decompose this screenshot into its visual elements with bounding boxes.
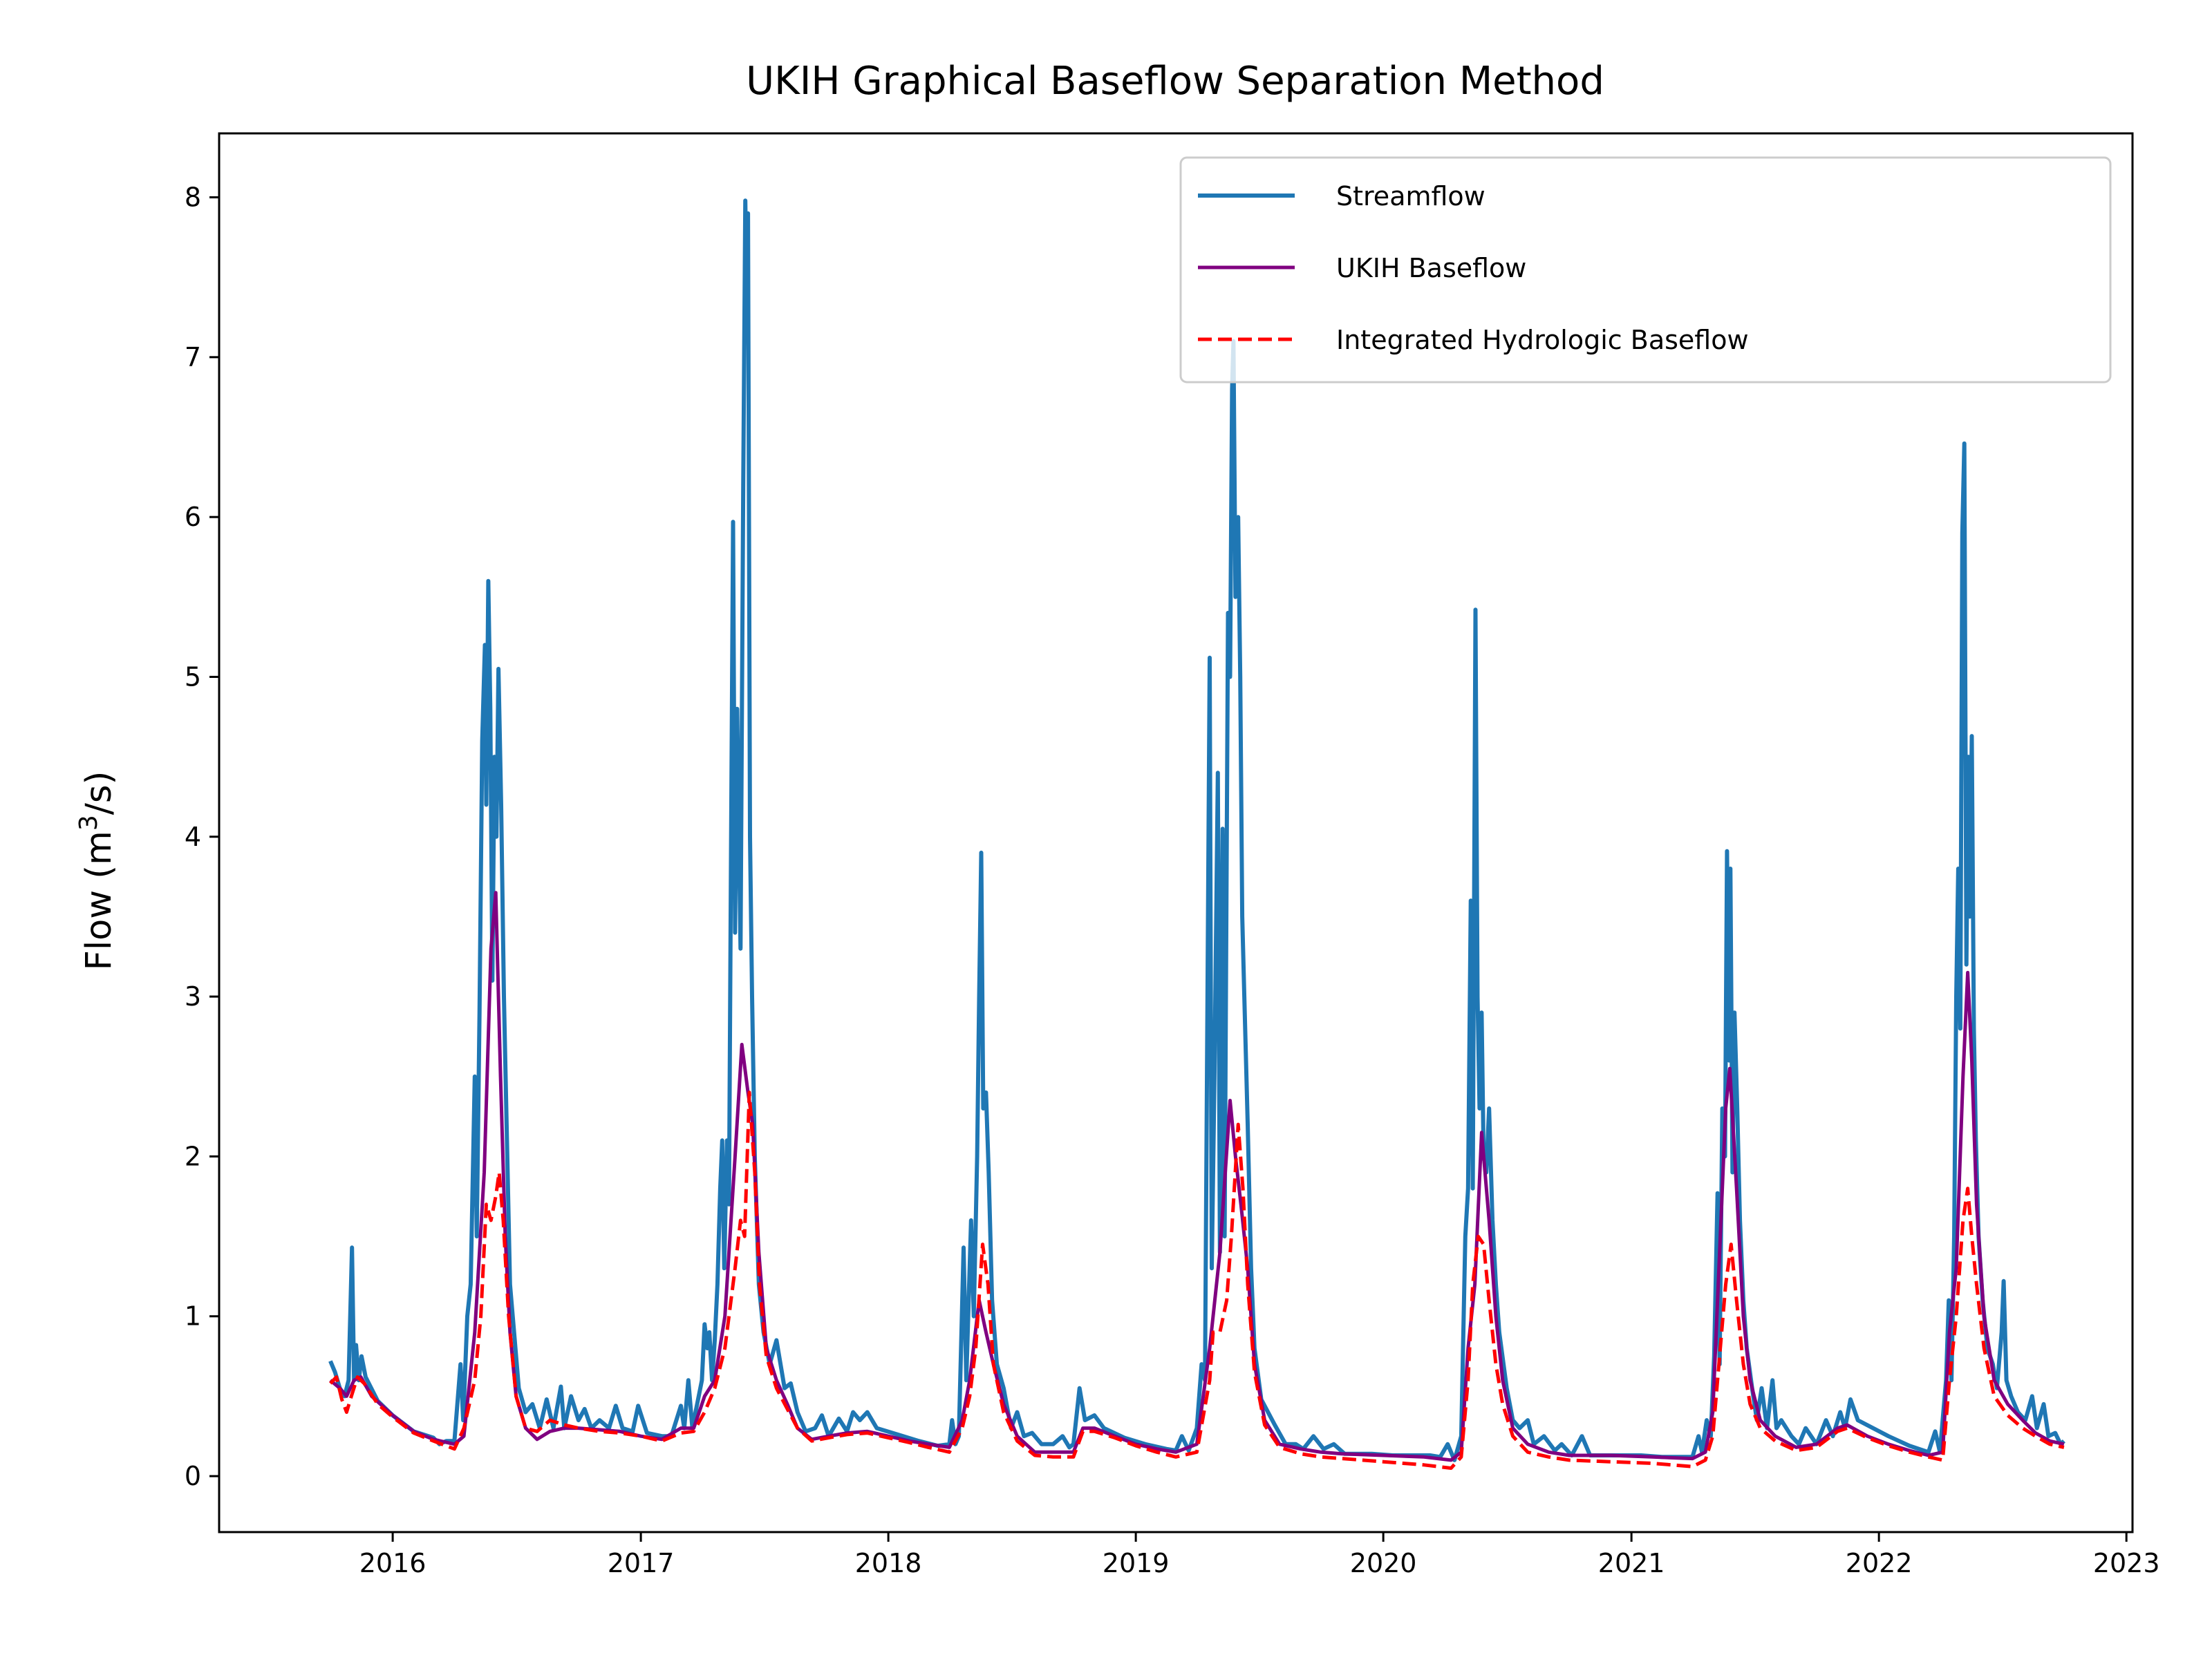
y-tick-label: 8 xyxy=(185,182,201,213)
legend-label-2: UKIH Baseflow xyxy=(1336,253,1526,283)
y-axis-label-superscript: 3 xyxy=(75,815,103,831)
y-tick-label: 4 xyxy=(185,822,201,852)
x-tick-label: 2017 xyxy=(608,1548,675,1578)
y-tick-label: 7 xyxy=(185,342,201,372)
series-line-1 xyxy=(328,198,2065,1462)
y-tick-label: 5 xyxy=(185,661,201,692)
series-line-2 xyxy=(329,891,2065,1462)
x-tick-label: 2020 xyxy=(1350,1548,1417,1578)
y-axis-label-main: Flow (m xyxy=(79,831,120,970)
y-tick-label: 3 xyxy=(185,981,201,1012)
chart-title: UKIH Graphical Baseflow Separation Metho… xyxy=(746,59,1604,104)
axes: 2016 2017 2018 2019 2020 2021 2022 2023 0 1 2 3 4 5 6 7… xyxy=(185,182,2160,1578)
legend-label-1: Streamflow xyxy=(1336,181,1485,211)
x-tick-label: 2016 xyxy=(359,1548,427,1578)
y-tick-label: 0 xyxy=(185,1461,201,1491)
x-tick-label: 2019 xyxy=(1103,1548,1170,1578)
x-tick-label: 2023 xyxy=(2093,1548,2160,1578)
legend-label-3: Integrated Hydrologic Baseflow xyxy=(1336,325,1749,355)
y-tick-label: 1 xyxy=(185,1301,201,1332)
y-axis-label: Flow (m3/s) xyxy=(75,771,120,971)
y-axis-label-tail: /s) xyxy=(79,771,120,815)
y-tick-label: 6 xyxy=(185,502,201,532)
legend: Streamflow UKIH Baseflow Integrated Hydrol… xyxy=(1179,156,2112,384)
x-tick-label: 2021 xyxy=(1598,1548,1665,1578)
y-tick-label: 2 xyxy=(185,1141,201,1171)
series-lines xyxy=(328,198,2065,1470)
plot-frame xyxy=(218,132,2134,1533)
x-tick-label: 2018 xyxy=(855,1548,922,1578)
x-tick-label: 2022 xyxy=(1846,1548,1913,1578)
legend-box xyxy=(1179,156,2112,384)
series-line-3 xyxy=(329,1090,2065,1470)
